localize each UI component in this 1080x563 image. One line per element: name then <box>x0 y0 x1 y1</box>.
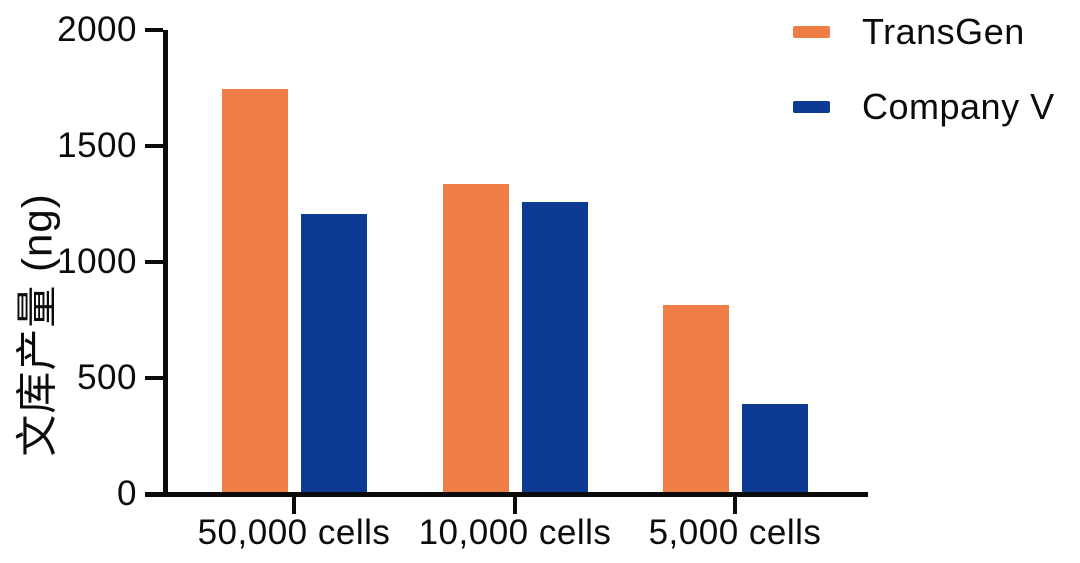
x-category-label: 50,000 cells <box>197 513 391 552</box>
x-category-label: 10,000 cells <box>418 513 612 552</box>
legend-swatch-icon <box>793 26 830 38</box>
legend-swatch-icon <box>793 101 830 113</box>
y-tick-mark <box>145 376 163 380</box>
y-tick-label: 1500 <box>57 126 137 165</box>
bar-transgen-3 <box>662 304 729 494</box>
x-category-label: 5,000 cells <box>648 513 822 552</box>
bar-company-v-2 <box>521 201 588 494</box>
legend-label: Company V <box>862 86 1055 127</box>
bar-company-v-3 <box>741 403 808 494</box>
y-tick-label: 2000 <box>57 10 137 49</box>
x-tick-mark <box>513 496 517 514</box>
y-tick-label: 1000 <box>57 242 137 281</box>
y-axis-title: 文库产量 (ng) <box>13 193 61 457</box>
y-tick-label: 500 <box>77 358 137 397</box>
y-tick-mark <box>145 144 163 148</box>
x-tick-mark <box>733 496 737 514</box>
y-tick-label: 0 <box>117 474 137 513</box>
x-tick-mark <box>292 496 296 514</box>
bar-transgen-1 <box>221 89 288 494</box>
y-axis-line <box>163 30 168 496</box>
y-tick-mark <box>145 28 163 32</box>
y-tick-mark <box>145 260 163 264</box>
x-axis-line <box>145 492 868 497</box>
bar-transgen-2 <box>442 184 509 494</box>
legend-label: TransGen <box>862 11 1025 52</box>
bar-company-v-1 <box>300 214 367 494</box>
